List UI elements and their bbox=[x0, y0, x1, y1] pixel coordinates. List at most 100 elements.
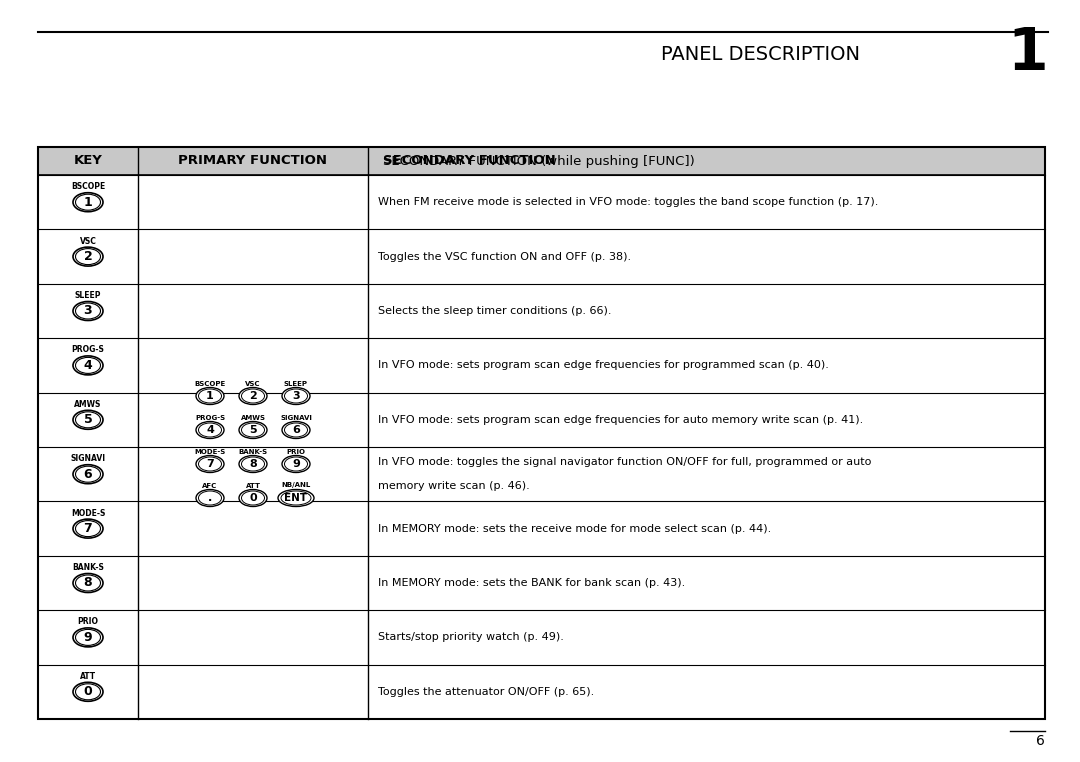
Text: BANK-S: BANK-S bbox=[72, 563, 104, 572]
Text: 4: 4 bbox=[83, 359, 93, 372]
Ellipse shape bbox=[73, 682, 103, 701]
Text: memory write scan (p. 46).: memory write scan (p. 46). bbox=[378, 481, 530, 491]
Text: Selects the sleep timer conditions (p. 66).: Selects the sleep timer conditions (p. 6… bbox=[378, 306, 611, 316]
Ellipse shape bbox=[76, 411, 100, 427]
Ellipse shape bbox=[284, 389, 308, 403]
Text: In MEMORY mode: sets the receive mode for mode select scan (p. 44).: In MEMORY mode: sets the receive mode fo… bbox=[378, 523, 771, 533]
Text: 6: 6 bbox=[292, 425, 300, 435]
Bar bbox=[38, 147, 1045, 175]
Text: SLEEP: SLEEP bbox=[284, 380, 308, 386]
Text: SLEEP: SLEEP bbox=[75, 291, 102, 300]
Text: 0: 0 bbox=[83, 685, 93, 698]
Text: 1: 1 bbox=[206, 391, 214, 401]
Text: When FM receive mode is selected in VFO mode: toggles the band scope function (p: When FM receive mode is selected in VFO … bbox=[378, 197, 878, 207]
Ellipse shape bbox=[195, 456, 224, 472]
Ellipse shape bbox=[76, 520, 100, 536]
Text: MODE-S: MODE-S bbox=[71, 508, 105, 517]
Ellipse shape bbox=[73, 628, 103, 647]
Text: 3: 3 bbox=[293, 391, 300, 401]
Text: 8: 8 bbox=[83, 577, 92, 590]
Ellipse shape bbox=[76, 575, 100, 591]
Text: PRIO: PRIO bbox=[286, 449, 306, 454]
Text: BANK-S: BANK-S bbox=[239, 449, 268, 454]
Text: Toggles the VSC function ON and OFF (p. 38).: Toggles the VSC function ON and OFF (p. … bbox=[378, 251, 631, 261]
Ellipse shape bbox=[284, 457, 308, 471]
Text: SIGNAVI: SIGNAVI bbox=[70, 454, 106, 463]
Text: SIGNAVI: SIGNAVI bbox=[280, 415, 312, 421]
Text: 6: 6 bbox=[1036, 734, 1045, 748]
Ellipse shape bbox=[76, 194, 100, 210]
Ellipse shape bbox=[76, 684, 100, 700]
Text: PRIMARY FUNCTION: PRIMARY FUNCTION bbox=[178, 155, 327, 168]
Ellipse shape bbox=[278, 489, 314, 507]
Text: ENT: ENT bbox=[284, 493, 308, 503]
Text: .: . bbox=[207, 493, 212, 503]
Ellipse shape bbox=[73, 574, 103, 593]
Ellipse shape bbox=[76, 629, 100, 645]
Ellipse shape bbox=[199, 423, 221, 437]
Bar bbox=[38, 147, 1045, 719]
Text: In VFO mode: toggles the signal navigator function ON/OFF for full, programmed o: In VFO mode: toggles the signal navigato… bbox=[378, 457, 872, 467]
Text: 3: 3 bbox=[83, 305, 92, 318]
Text: In VFO mode: sets program scan edge frequencies for auto memory write scan (p. 4: In VFO mode: sets program scan edge freq… bbox=[378, 415, 863, 424]
Text: 9: 9 bbox=[83, 631, 92, 644]
Text: 2: 2 bbox=[249, 391, 257, 401]
Ellipse shape bbox=[73, 247, 103, 266]
Ellipse shape bbox=[73, 302, 103, 321]
Text: 5: 5 bbox=[83, 413, 93, 426]
Ellipse shape bbox=[242, 423, 265, 437]
Ellipse shape bbox=[282, 388, 310, 405]
Ellipse shape bbox=[199, 491, 221, 505]
Ellipse shape bbox=[195, 489, 224, 507]
Text: 1: 1 bbox=[83, 196, 93, 209]
Text: 7: 7 bbox=[206, 459, 214, 469]
Text: SECONDARY FUNCTION: SECONDARY FUNCTION bbox=[383, 155, 556, 168]
Ellipse shape bbox=[76, 357, 100, 373]
Ellipse shape bbox=[242, 491, 265, 505]
Text: AFC: AFC bbox=[202, 482, 218, 488]
Text: 0: 0 bbox=[249, 493, 257, 503]
Text: 5: 5 bbox=[249, 425, 257, 435]
Text: AMWS: AMWS bbox=[241, 415, 266, 421]
Text: In VFO mode: sets program scan edge frequencies for programmed scan (p. 40).: In VFO mode: sets program scan edge freq… bbox=[378, 360, 828, 370]
Text: 4: 4 bbox=[206, 425, 214, 435]
Ellipse shape bbox=[239, 456, 267, 472]
Ellipse shape bbox=[239, 388, 267, 405]
Ellipse shape bbox=[76, 303, 100, 319]
Ellipse shape bbox=[282, 456, 310, 472]
Text: ATT: ATT bbox=[80, 672, 96, 680]
Ellipse shape bbox=[73, 519, 103, 538]
Text: In MEMORY mode: sets the BANK for bank scan (p. 43).: In MEMORY mode: sets the BANK for bank s… bbox=[378, 578, 685, 588]
Ellipse shape bbox=[195, 388, 224, 405]
Text: BSCOPE: BSCOPE bbox=[71, 182, 105, 191]
Text: ATT: ATT bbox=[245, 482, 260, 488]
Text: 8: 8 bbox=[249, 459, 257, 469]
Text: 6: 6 bbox=[83, 468, 92, 481]
Ellipse shape bbox=[73, 356, 103, 375]
Text: SECONDARY FUNCTION (while pushing [FUNC]): SECONDARY FUNCTION (while pushing [FUNC]… bbox=[383, 155, 694, 168]
Text: PROG-S: PROG-S bbox=[71, 345, 105, 354]
Ellipse shape bbox=[242, 389, 265, 403]
Text: 7: 7 bbox=[83, 522, 93, 535]
Text: KEY: KEY bbox=[73, 155, 103, 168]
Ellipse shape bbox=[199, 389, 221, 403]
Text: VSC: VSC bbox=[80, 236, 96, 245]
Ellipse shape bbox=[195, 421, 224, 438]
Text: VSC: VSC bbox=[245, 380, 260, 386]
Ellipse shape bbox=[282, 421, 310, 438]
Text: PRIO: PRIO bbox=[78, 617, 98, 626]
Text: PROG-S: PROG-S bbox=[194, 415, 225, 421]
Ellipse shape bbox=[284, 423, 308, 437]
Ellipse shape bbox=[242, 457, 265, 471]
Text: MODE-S: MODE-S bbox=[194, 449, 226, 454]
Ellipse shape bbox=[73, 193, 103, 212]
Text: AMWS: AMWS bbox=[75, 400, 102, 408]
Ellipse shape bbox=[239, 489, 267, 507]
Ellipse shape bbox=[76, 248, 100, 264]
Ellipse shape bbox=[199, 457, 221, 471]
Ellipse shape bbox=[239, 421, 267, 438]
Text: 1: 1 bbox=[1008, 25, 1048, 82]
Text: NB/ANL: NB/ANL bbox=[282, 482, 311, 488]
Text: PANEL DESCRIPTION: PANEL DESCRIPTION bbox=[661, 44, 860, 63]
Text: Starts/stop priority watch (p. 49).: Starts/stop priority watch (p. 49). bbox=[378, 632, 564, 642]
